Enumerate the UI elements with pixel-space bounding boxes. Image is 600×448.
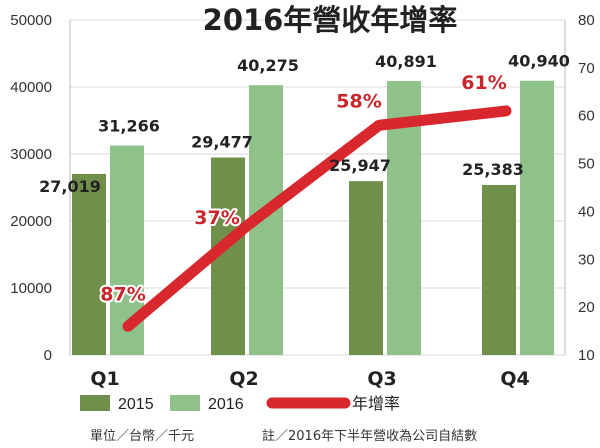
- growth-label-q2: 37%: [194, 207, 239, 229]
- data-labels: 27,019 31,266 29,477 40,275 25,947 40,891 25,3…: [39, 52, 570, 308]
- bar-2015-q3: [349, 181, 383, 355]
- label-2016-q2: 40,275: [237, 56, 299, 75]
- grid-lines: [69, 19, 566, 356]
- right-tick-label: 50: [578, 156, 595, 173]
- bar-2015-q1: [72, 173, 106, 355]
- legend-swatch-2015: [80, 395, 110, 411]
- right-tick-label: 70: [578, 60, 595, 77]
- label-2016-q4: 40,940: [508, 52, 570, 71]
- right-tick-label: 60: [578, 108, 595, 125]
- right-tick-label: 80: [578, 12, 595, 29]
- left-tick-label: 20000: [10, 213, 52, 230]
- legend-label-growth: 年增率: [352, 395, 400, 413]
- label-2015-q3: 25,947: [329, 156, 391, 175]
- growth-label-q1: 87%: [100, 283, 145, 305]
- category-label-q2: Q2: [229, 368, 258, 390]
- left-tick-label: 40000: [10, 79, 52, 96]
- growth-line-group: [122, 105, 512, 332]
- right-tick-label: 30: [578, 251, 595, 268]
- growth-label-q3: 58%: [336, 90, 381, 112]
- legend-label-2016: 2016: [208, 396, 244, 413]
- label-2016-q3: 40,891: [375, 52, 437, 71]
- legend-swatch-2016: [170, 395, 200, 411]
- right-tick-label: 40: [578, 203, 595, 220]
- footnote-unit: 單位／台幣／千元: [90, 429, 194, 444]
- growth-label-q4: 61%: [461, 72, 506, 94]
- growth-line: [122, 105, 512, 332]
- label-2016-q1: 31,266: [98, 117, 160, 136]
- right-axis: 10 20 30 40 50 60 70 80: [578, 12, 595, 364]
- category-label-q3: Q3: [367, 368, 396, 390]
- left-axis: 0 10000 20000 30000 40000 50000: [10, 12, 52, 364]
- category-label-q4: Q4: [500, 368, 529, 390]
- category-axis: Q1 Q2 Q3 Q4: [90, 368, 529, 390]
- label-2015-q2: 29,477: [191, 133, 253, 152]
- left-tick-label: 30000: [10, 146, 52, 163]
- category-label-q1: Q1: [90, 368, 119, 390]
- chart-title: 2016年營收年增率: [203, 3, 458, 37]
- bar-2016-q4: [520, 80, 554, 356]
- right-tick-label: 10: [578, 347, 595, 364]
- label-2015-q1: 27,019: [39, 177, 101, 196]
- right-tick-label: 20: [578, 299, 595, 316]
- legend-label-2015: 2015: [118, 396, 154, 413]
- left-tick-label: 10000: [10, 280, 52, 297]
- legend: 2015 2016 年增率: [80, 395, 400, 413]
- left-tick-label: 50000: [10, 12, 52, 29]
- bar-2015-q4: [482, 184, 516, 355]
- left-tick-label: 0: [44, 347, 52, 364]
- label-2015-q4: 25,383: [462, 160, 524, 179]
- footnote-note: 註／2016年下半年營收為公司自結數: [262, 428, 477, 444]
